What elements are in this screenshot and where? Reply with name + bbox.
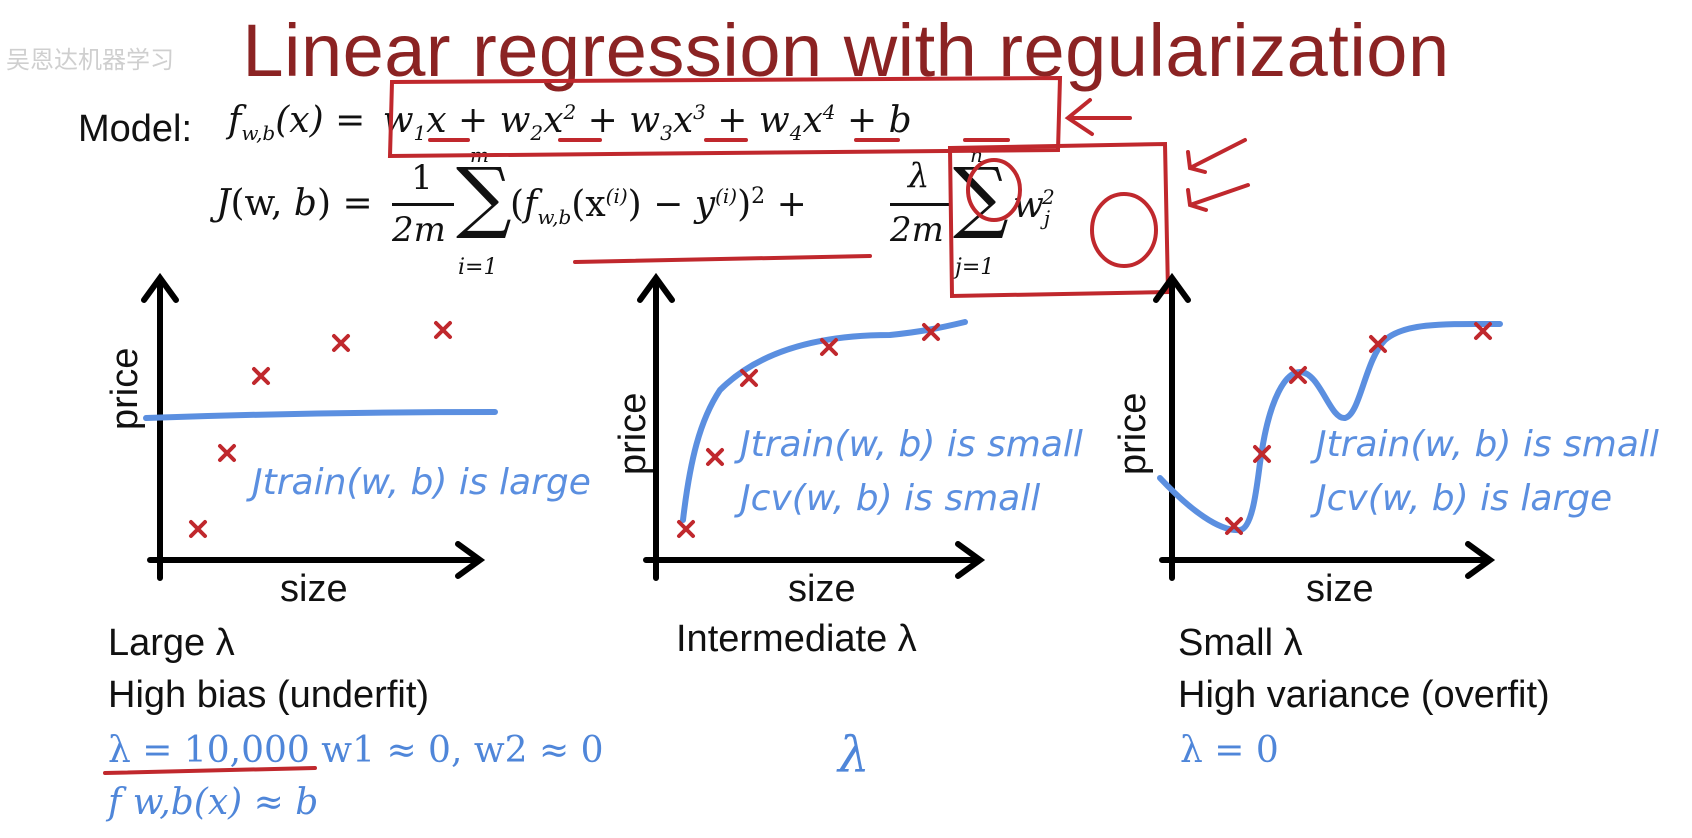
- plot2-point: [677, 520, 695, 538]
- plot1-curve: [143, 409, 498, 421]
- plot3-xlabel: size: [1306, 568, 1374, 610]
- plot1-point: [189, 520, 207, 538]
- plot1-point: [218, 444, 236, 462]
- plot3-annotation-train: Jtrain(w, b) is small: [1316, 424, 1659, 465]
- plot3-note1: λ = 0: [1180, 730, 1279, 771]
- plot3-caption1: Small λ: [1178, 622, 1303, 664]
- plot2-annotation-train: Jtrain(w, b) is small: [740, 424, 1083, 465]
- underline-error-term: [573, 254, 872, 264]
- model-box: [387, 75, 1063, 159]
- reg-fraction-denominator: 2m: [890, 210, 944, 250]
- plot2-point: [820, 338, 838, 356]
- plot1-note1: λ = 10,000 w1 ≈ 0, w2 ≈ 0: [108, 730, 604, 771]
- plot3-ylabel: price: [1112, 392, 1154, 475]
- plot3-axes: [1153, 272, 1496, 581]
- data-points: [189, 321, 1492, 538]
- plot1-note2: f w,b(x) ≈ b: [108, 782, 319, 823]
- plot2-annotation-cv: Jcv(w, b) is small: [740, 478, 1041, 519]
- watermark: 吴恩达机器学习: [6, 46, 174, 74]
- plot2-curve: [680, 319, 968, 523]
- arrow-model: [1064, 98, 1132, 136]
- plot3-point: [1253, 445, 1271, 463]
- plot1-axes: [141, 272, 486, 581]
- plot3-caption2: High variance (overfit): [1178, 674, 1550, 716]
- underline-lambda-10000: [103, 766, 317, 775]
- plot3-point: [1225, 517, 1243, 535]
- plot2-point: [706, 448, 724, 466]
- sum-lower-i: i=1: [458, 255, 498, 280]
- cost-fraction-denominator: 2m: [392, 210, 446, 250]
- sum-symbol-2: ∑: [953, 152, 1009, 242]
- plot2-note1: λ: [838, 726, 870, 784]
- plot1-xlabel: size: [280, 568, 348, 610]
- plot2-point: [740, 369, 758, 387]
- cost-fraction-numerator: 1: [411, 158, 433, 198]
- red-annotations: [103, 75, 1250, 775]
- plot2-point: [922, 323, 940, 341]
- arrow-1: [1186, 138, 1247, 174]
- reg-term-box: [947, 141, 1171, 299]
- plot2-axes: [637, 272, 986, 581]
- plot1-ylabel: price: [104, 347, 146, 430]
- plot3-point: [1369, 335, 1387, 353]
- model-equation-f: f: [228, 100, 242, 141]
- plot2-caption1: Intermediate λ: [676, 618, 917, 660]
- plot1-point: [434, 321, 452, 339]
- plot1-annotation: Jtrain(w, b) is large: [252, 462, 591, 503]
- wj-circle: [1090, 192, 1158, 268]
- cost-fraction-bar: [392, 203, 454, 206]
- cost-term1: (fw,b(x(i)) − y(i))2 +: [510, 184, 807, 230]
- plot2-xlabel: size: [788, 568, 856, 610]
- plot1-point: [252, 367, 270, 385]
- sum-symbol-1: ∑: [456, 152, 512, 242]
- reg-fraction-bar: [890, 203, 952, 206]
- plot2-ylabel: price: [612, 392, 654, 475]
- plot3-point: [1474, 322, 1492, 340]
- plot1-caption2: High bias (underfit): [108, 674, 430, 716]
- lambda-circle: [966, 158, 1022, 222]
- plot1-caption1: Large λ: [108, 622, 235, 664]
- plot3-point: [1289, 366, 1307, 384]
- arrow-2: [1186, 183, 1250, 212]
- cost-function: J(w, b) =: [216, 183, 373, 224]
- lambda-numerator: λ: [908, 156, 930, 196]
- sum-lower-j: j=1: [955, 255, 995, 280]
- model-equation: fw,b(x) = w1x + w2x2 + w3x3 + w4x4 + b: [228, 100, 912, 146]
- plot1-point: [332, 334, 350, 352]
- plot3-annotation-cv: Jcv(w, b) is large: [1316, 478, 1613, 519]
- model-label: Model:: [78, 108, 193, 150]
